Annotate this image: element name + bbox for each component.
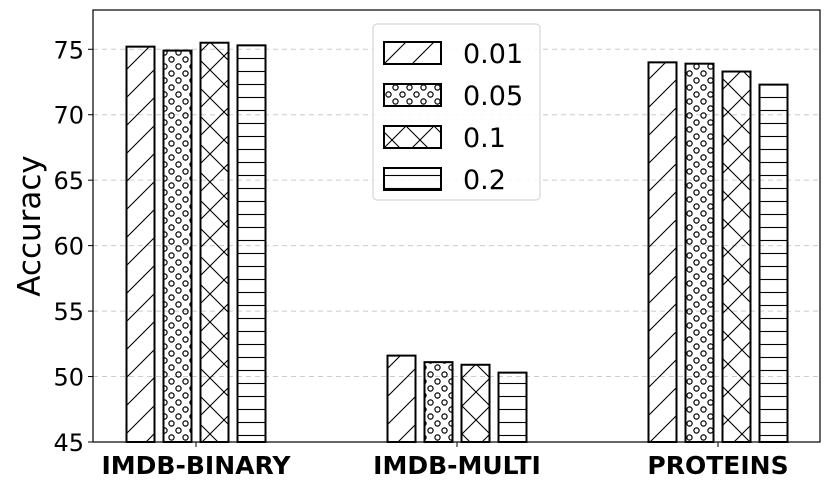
y-tick-label: 65 [53, 167, 84, 195]
y-tick-label: 70 [53, 102, 84, 130]
bar-proteins-0.01 [647, 61, 678, 443]
legend: 0.01 0.05 0.1 0.2 [372, 23, 541, 201]
y-tick-label: 60 [53, 233, 84, 261]
legend-frame [372, 23, 541, 201]
y-axis-label: Accuracy [12, 155, 48, 297]
bar-imdb-multi-0.2 [497, 371, 528, 444]
y-tick-label: 55 [53, 298, 84, 326]
legend-label: 0.2 [463, 165, 506, 196]
bar-proteins-0.1 [721, 70, 752, 443]
y-tick-label: 50 [53, 364, 84, 392]
bar-imdb-multi-0.05 [423, 361, 454, 443]
bar-imdb-multi-0.1 [460, 363, 491, 444]
legend-swatch [383, 125, 442, 149]
bars [125, 41, 789, 444]
bar-proteins-0.2 [758, 83, 789, 443]
legend-label: 0.01 [463, 39, 523, 70]
y-tick-label: 75 [53, 36, 84, 64]
x-tick-label: IMDB-MULTI [373, 451, 541, 480]
bar-imdb-binary-0.2 [236, 44, 267, 443]
x-tick-label: IMDB-BINARY [102, 451, 292, 480]
legend-swatch [383, 167, 442, 191]
legend-swatch [383, 83, 442, 107]
legend-label: 0.1 [463, 123, 506, 154]
legend-swatch [383, 41, 442, 65]
legend-label: 0.05 [463, 81, 523, 112]
axis-ticks: 45 50 55 60 65 70 75 IMDB-BINARY IMDB-MULTI PROTE… [53, 36, 788, 480]
x-tick-label: PROTEINS [647, 451, 788, 480]
y-tick-label: 45 [53, 429, 84, 457]
bar-proteins-0.05 [684, 62, 715, 443]
bar-imdb-multi-0.01 [386, 354, 417, 444]
bar-imdb-binary-0.1 [199, 41, 230, 444]
bar-imdb-binary-0.01 [125, 45, 156, 444]
bar-imdb-binary-0.05 [162, 49, 193, 443]
